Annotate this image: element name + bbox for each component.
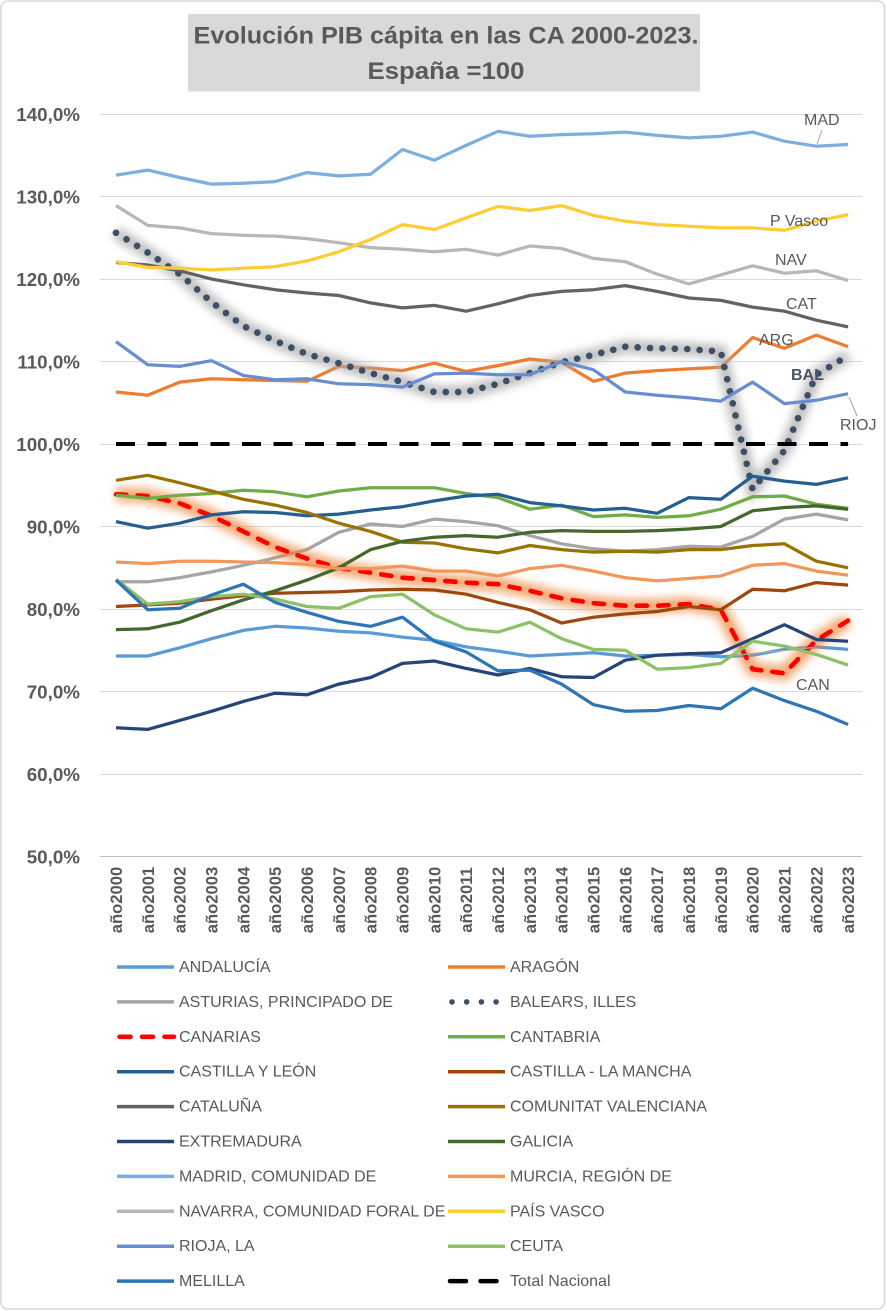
svg-text:año2023: año2023 (839, 867, 858, 933)
svg-text:año2022: año2022 (807, 867, 826, 933)
svg-text:año2009: año2009 (394, 867, 413, 933)
svg-text:ARAGÓN: ARAGÓN (510, 957, 579, 976)
svg-text:año2003: año2003 (203, 867, 222, 933)
svg-text:COMUNITAT VALENCIANA: COMUNITAT VALENCIANA (510, 1099, 707, 1116)
svg-text:MELILLA: MELILLA (179, 1273, 245, 1290)
svg-text:CANARIAS: CANARIAS (179, 1029, 261, 1046)
svg-text:70,0%: 70,0% (27, 682, 81, 703)
svg-text:Total Nacional: Total Nacional (510, 1273, 611, 1290)
svg-text:CANTABRIA: CANTABRIA (510, 1029, 601, 1046)
svg-text:año2012: año2012 (489, 867, 508, 933)
svg-text:110,0%: 110,0% (17, 352, 80, 373)
svg-text:BALEARS, ILLES: BALEARS, ILLES (510, 994, 636, 1011)
svg-text:120,0%: 120,0% (16, 269, 80, 290)
svg-text:130,0%: 130,0% (16, 187, 80, 208)
svg-text:año2006: año2006 (298, 867, 317, 933)
svg-text:MAD: MAD (804, 112, 840, 129)
svg-text:BAL: BAL (791, 367, 824, 384)
svg-text:año2007: año2007 (330, 867, 349, 933)
svg-text:140,0%: 140,0% (16, 104, 80, 125)
svg-text:ASTURIAS, PRINCIPADO DE: ASTURIAS, PRINCIPADO DE (179, 994, 393, 1011)
svg-text:ANDALUCÍA: ANDALUCÍA (179, 957, 271, 976)
svg-text:MURCIA, REGIÓN DE: MURCIA, REGIÓN DE (510, 1166, 672, 1185)
svg-text:PAÍS VASCO: PAÍS VASCO (510, 1201, 605, 1220)
svg-text:año2002: año2002 (171, 867, 190, 933)
svg-text:100,0%: 100,0% (16, 434, 80, 455)
svg-text:año2016: año2016 (616, 867, 635, 933)
svg-text:año2014: año2014 (553, 866, 572, 933)
svg-text:60,0%: 60,0% (27, 764, 81, 785)
svg-text:año2010: año2010 (425, 867, 444, 933)
svg-text:NAV: NAV (775, 252, 807, 269)
svg-text:MADRID, COMUNIDAD DE: MADRID, COMUNIDAD DE (179, 1168, 376, 1185)
svg-text:CASTILLA - LA MANCHA: CASTILLA - LA MANCHA (510, 1064, 692, 1081)
svg-text:80,0%: 80,0% (27, 599, 81, 620)
svg-text:España =100: España =100 (368, 58, 525, 85)
svg-text:año2020: año2020 (744, 867, 763, 933)
svg-text:Evolución PIB cápita en las CA: Evolución PIB cápita en las CA 2000-2023… (194, 23, 699, 50)
svg-text:ARG: ARG (759, 332, 794, 349)
svg-text:año2015: año2015 (585, 867, 604, 933)
svg-text:CASTILLA Y LEÓN: CASTILLA Y LEÓN (179, 1062, 316, 1081)
svg-text:año2005: año2005 (266, 867, 285, 933)
svg-text:EXTREMADURA: EXTREMADURA (179, 1134, 302, 1151)
svg-text:año2018: año2018 (680, 867, 699, 933)
svg-text:NAVARRA, COMUNIDAD FORAL DE: NAVARRA, COMUNIDAD FORAL DE (179, 1203, 445, 1220)
svg-text:año2017: año2017 (648, 867, 667, 933)
svg-text:CAT: CAT (786, 296, 817, 313)
svg-text:año2021: año2021 (775, 867, 794, 933)
svg-text:RIOJ: RIOJ (840, 417, 876, 434)
svg-text:50,0%: 50,0% (27, 847, 81, 868)
svg-text:año2004: año2004 (234, 866, 253, 933)
svg-text:GALICIA: GALICIA (510, 1134, 573, 1151)
svg-text:año2019: año2019 (712, 867, 731, 933)
svg-text:año2001: año2001 (139, 867, 158, 933)
svg-text:CAN: CAN (796, 677, 830, 694)
svg-text:año2011: año2011 (457, 867, 476, 933)
svg-text:CATALUÑA: CATALUÑA (179, 1096, 262, 1116)
svg-text:90,0%: 90,0% (27, 517, 81, 538)
svg-text:CEUTA: CEUTA (510, 1238, 563, 1255)
svg-text:año2008: año2008 (362, 867, 381, 933)
svg-text:año2000: año2000 (107, 867, 126, 933)
svg-text:P Vasco: P Vasco (770, 213, 828, 230)
svg-text:RIOJA, LA: RIOJA, LA (179, 1238, 255, 1255)
svg-text:año2013: año2013 (521, 867, 540, 933)
